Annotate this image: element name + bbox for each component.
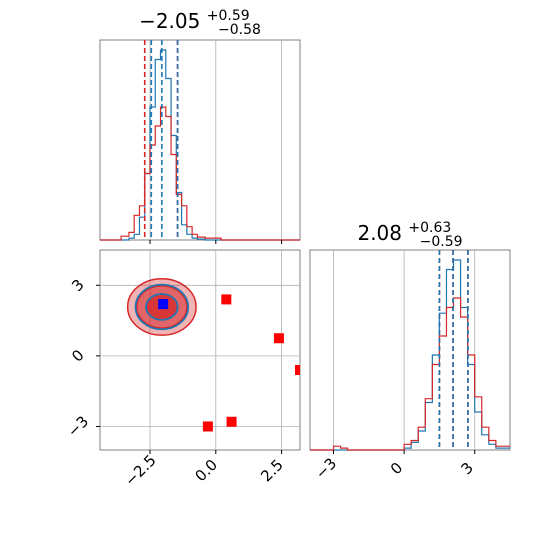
param2-blue-histogram (310, 259, 510, 451)
param1-red-histogram (100, 106, 300, 241)
joint-x-tick-label: 0.0 (191, 456, 221, 486)
joint-x-tick-label: −2.5 (121, 451, 159, 489)
histogram-param2-gridlines (333, 250, 476, 450)
title-param2-lower: −0.59 (420, 234, 463, 250)
histogram-param2-frame (309, 249, 511, 451)
histogram-param1-frame (99, 39, 301, 241)
histogram-panel-param2: −3 0 3 2.08 +0.63 −0.59 (309, 213, 511, 483)
joint-y-tick-label: 0 (68, 346, 87, 365)
joint-density-panel: −2.5 0.0 2.5 −3 0 3 (64, 249, 301, 490)
blue-contour-level-1 (134, 283, 190, 331)
joint-panel-frame (99, 249, 301, 451)
title-param2: 2.08 +0.63 −0.59 (357, 213, 462, 250)
truth-marker (158, 299, 169, 310)
title-param2-value: 2.08 (357, 221, 402, 245)
title-param2-upper: +0.63 (408, 220, 451, 236)
title-param1-lower: −0.58 (218, 22, 261, 38)
histogram-param1-ticks (149, 240, 283, 244)
title-param1-upper: +0.59 (207, 8, 250, 24)
outlier-marker (202, 421, 213, 432)
outlier-marker (273, 333, 284, 344)
histogram-param2-quantile-lines (438, 250, 469, 450)
histogram-param2-series (310, 259, 510, 451)
histogram-param1-series (100, 49, 300, 241)
outlier-marker (221, 294, 232, 305)
joint-y-tick-label: −3 (64, 412, 92, 440)
param2-tick-label: −3 (312, 454, 340, 482)
title-param1: −2.05 +0.59 −0.58 (139, 1, 261, 38)
blue-contour-level-2 (145, 293, 179, 321)
outlier-marker (295, 365, 300, 375)
joint-panel-x-ticks: −2.5 0.0 2.5 (121, 450, 287, 490)
joint-panel-y-ticks: −3 0 3 (64, 276, 100, 441)
joint-panel-contours (126, 277, 300, 432)
param1-blue-histogram (100, 49, 300, 241)
outlier-marker (226, 416, 237, 427)
histogram-panel-param1: −2.05 +0.59 −0.58 (99, 1, 301, 244)
param2-tick-label: 3 (457, 459, 476, 478)
title-param1-value: −2.05 (139, 9, 200, 33)
joint-x-tick-label: 2.5 (257, 456, 287, 486)
histogram-param1-quantile-lines (143, 40, 179, 240)
histogram-param1-gridlines (149, 40, 282, 240)
histogram-param2-ticks: −3 0 3 (312, 450, 477, 483)
joint-panel-gridlines (100, 250, 300, 450)
param2-tick-label: 0 (387, 459, 406, 478)
joint-y-tick-label: 3 (68, 276, 87, 295)
param2-red-histogram (310, 297, 510, 451)
